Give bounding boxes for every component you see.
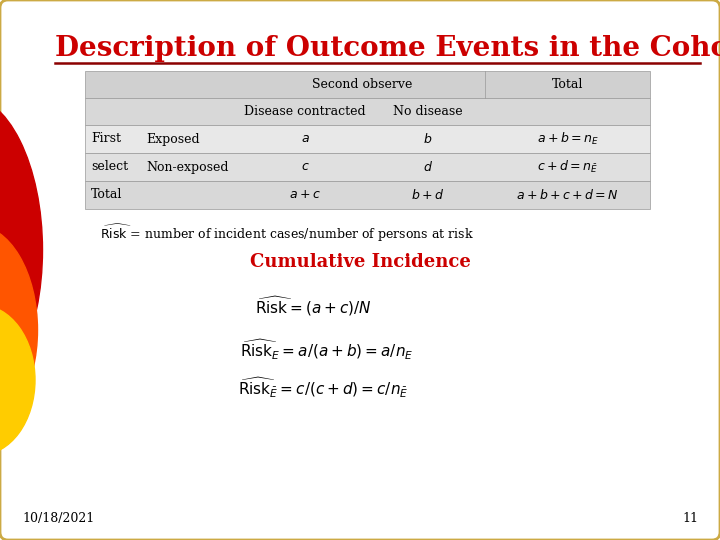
Text: Disease contracted: Disease contracted — [244, 105, 366, 118]
Text: $c$: $c$ — [301, 160, 310, 173]
Text: 11: 11 — [682, 512, 698, 525]
Text: $\widehat{\mathrm{Risk}} = (a+c)/N$: $\widehat{\mathrm{Risk}} = (a+c)/N$ — [255, 295, 372, 318]
Text: $a + c$: $a + c$ — [289, 188, 321, 201]
Text: $\widehat{\mathrm{Risk}}$ = number of incident cases/number of persons at risk: $\widehat{\mathrm{Risk}}$ = number of in… — [100, 223, 474, 244]
Ellipse shape — [0, 225, 37, 435]
Text: Second observe: Second observe — [312, 78, 413, 91]
Text: select: select — [91, 160, 128, 173]
Text: $a + b + c + d = N$: $a + b + c + d = N$ — [516, 188, 619, 202]
Ellipse shape — [0, 95, 42, 405]
Text: $\widehat{\mathrm{Risk}}_{\bar{E}} = c/(c+d) = c/n_{\bar{E}}$: $\widehat{\mathrm{Risk}}_{\bar{E}} = c/(… — [238, 375, 408, 399]
Text: $\widehat{\mathrm{Risk}}_E = a/(a+b) = a/n_E$: $\widehat{\mathrm{Risk}}_E = a/(a+b) = a… — [240, 337, 413, 361]
Text: Non-exposed: Non-exposed — [146, 160, 228, 173]
Text: Total: Total — [552, 78, 583, 91]
Text: $d$: $d$ — [423, 160, 433, 174]
Text: $b$: $b$ — [423, 132, 432, 146]
Text: Exposed: Exposed — [146, 132, 199, 145]
FancyBboxPatch shape — [85, 153, 650, 181]
FancyBboxPatch shape — [85, 98, 650, 125]
Text: Total: Total — [91, 188, 122, 201]
FancyBboxPatch shape — [85, 125, 650, 153]
Text: $b + d$: $b + d$ — [411, 188, 444, 202]
FancyBboxPatch shape — [85, 181, 650, 209]
Text: $c + d = n_{\bar{E}}$: $c + d = n_{\bar{E}}$ — [537, 159, 598, 175]
Text: Cumulative Incidence: Cumulative Incidence — [250, 253, 470, 271]
Text: First: First — [91, 132, 121, 145]
Text: $a + b = n_E$: $a + b = n_E$ — [536, 131, 598, 147]
Text: No disease: No disease — [392, 105, 462, 118]
FancyBboxPatch shape — [85, 71, 650, 98]
Ellipse shape — [0, 305, 35, 455]
Text: 10/18/2021: 10/18/2021 — [22, 512, 94, 525]
Text: $a$: $a$ — [300, 132, 310, 145]
Text: Description of Outcome Events in the Cohort: Description of Outcome Events in the Coh… — [55, 35, 720, 62]
